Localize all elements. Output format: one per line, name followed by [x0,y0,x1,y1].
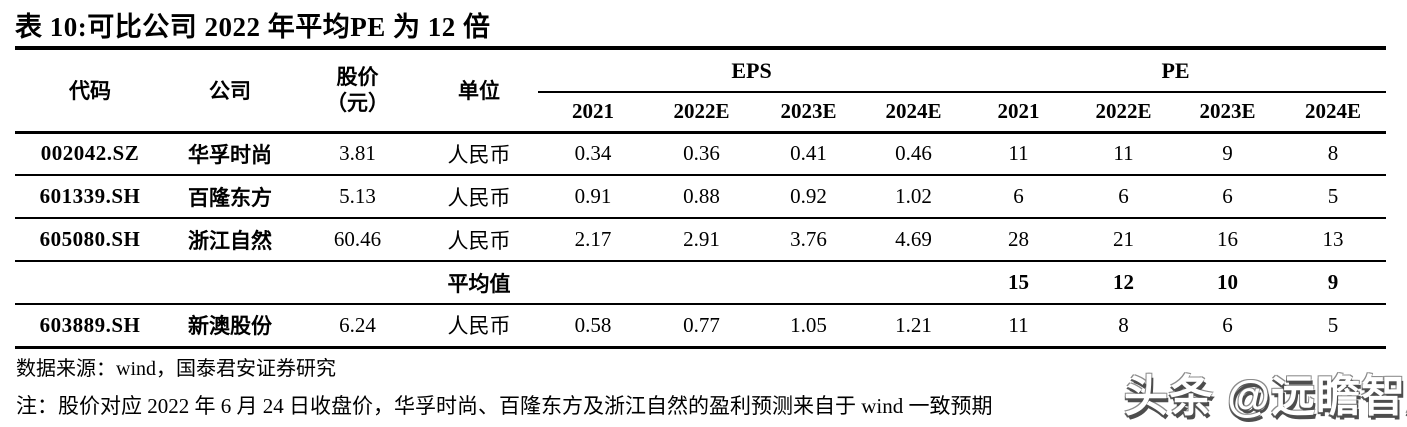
stock-code: 605080.SH [15,218,165,262]
company-name: 新澳股份 [165,304,295,349]
currency-unit: 人民币 [420,218,538,262]
pe-2021: 11 [965,132,1073,176]
company-name: 华孚时尚 [165,132,295,176]
currency-unit: 人民币 [420,175,538,219]
empty-cell [755,261,862,305]
eps-2022e: 0.36 [648,132,755,176]
currency-unit: 人民币 [420,304,538,349]
eps-2021: 0.34 [538,132,648,176]
empty-cell [295,261,420,305]
company-name: 浙江自然 [165,218,295,262]
avg-pe-2021: 15 [965,261,1073,305]
empty-cell [538,261,648,305]
empty-cell [648,261,755,305]
col-header-price: 股价 （元） [295,48,420,134]
pe-year-2022e: 2022E [1072,92,1176,134]
pe-2024e: 5 [1280,175,1387,219]
col-header-unit: 单位 [420,48,538,134]
avg-pe-2022e: 12 [1072,261,1176,305]
col-header-code: 代码 [15,48,165,134]
eps-2021: 0.58 [538,304,648,349]
pe-2021: 11 [965,304,1073,349]
table-title: 表 10:可比公司 2022 年平均PE 为 12 倍 [15,12,491,42]
currency-unit: 人民币 [420,132,538,176]
pe-2023e: 6 [1175,304,1281,349]
price-label-line2: （元） [326,91,389,116]
empty-cell [15,261,165,305]
table-row-zhejiang: 605080.SH 浙江自然 60.46 人民币 2.17 2.91 3.76 … [15,218,1387,262]
col-header-company: 公司 [165,48,295,134]
empty-cell [165,261,295,305]
avg-pe-2023e: 10 [1175,261,1281,305]
pe-2022e: 11 [1072,132,1176,176]
stock-code: 601339.SH [15,175,165,219]
pe-2022e: 8 [1072,304,1176,349]
eps-year-2024e: 2024E [862,92,966,134]
eps-2023e: 1.05 [755,304,862,349]
eps-2024e: 4.69 [862,218,966,262]
pe-year-2021: 2021 [965,92,1073,134]
data-source-text: 数据来源：wind，国泰君安证券研究 [16,358,336,380]
eps-2024e: 0.46 [862,132,966,176]
pe-2024e: 5 [1280,304,1387,349]
eps-year-2022e: 2022E [648,92,755,134]
pe-2023e: 9 [1175,132,1281,176]
stock-price: 5.13 [295,175,420,219]
pe-2022e: 6 [1072,175,1176,219]
table-row-average: 平均值 15 12 10 9 [15,261,1387,305]
table-row-bailong: 601339.SH 百隆东方 5.13 人民币 0.91 0.88 0.92 1… [15,175,1387,219]
eps-2022e: 0.88 [648,175,755,219]
pe-2023e: 16 [1175,218,1281,262]
col-group-pe: PE [965,48,1387,93]
eps-year-2021: 2021 [538,92,648,134]
pe-2022e: 21 [1072,218,1176,262]
average-label: 平均值 [420,261,538,305]
pe-2024e: 13 [1280,218,1387,262]
pe-year-2023e: 2023E [1175,92,1281,134]
stock-price: 60.46 [295,218,420,262]
avg-pe-2024e: 9 [1280,261,1387,305]
stock-code: 002042.SZ [15,132,165,176]
eps-2022e: 2.91 [648,218,755,262]
empty-cell [862,261,966,305]
pe-year-2024e: 2024E [1280,92,1387,134]
eps-year-2023e: 2023E [755,92,862,134]
comparable-companies-table: 代码 公司 股价 （元） 单位 EPS PE 2021 2022E 2023E … [15,46,1387,349]
eps-2023e: 0.92 [755,175,862,219]
eps-2023e: 0.41 [755,132,862,176]
eps-2021: 0.91 [538,175,648,219]
pe-2021: 6 [965,175,1073,219]
col-group-eps: EPS [538,48,966,93]
company-name: 百隆东方 [165,175,295,219]
table-row-huafu: 002042.SZ 华孚时尚 3.81 人民币 0.34 0.36 0.41 0… [15,132,1387,176]
watermark-text: 头条 @远瞻智库 [1124,372,1407,421]
eps-2022e: 0.77 [648,304,755,349]
pe-2021: 28 [965,218,1073,262]
price-label-line1: 股价 [336,65,379,89]
pe-2023e: 6 [1175,175,1281,219]
stock-price: 3.81 [295,132,420,176]
stock-price: 6.24 [295,304,420,349]
table-row-xinao: 603889.SH 新澳股份 6.24 人民币 0.58 0.77 1.05 1… [15,304,1387,349]
stock-code: 603889.SH [15,304,165,349]
eps-2021: 2.17 [538,218,648,262]
footnote-text: 注：股价对应 2022 年 6 月 24 日收盘价，华孚时尚、百隆东方及浙江自然… [16,394,993,418]
pe-2024e: 8 [1280,132,1387,176]
eps-2024e: 1.02 [862,175,966,219]
eps-2024e: 1.21 [862,304,966,349]
eps-2023e: 3.76 [755,218,862,262]
